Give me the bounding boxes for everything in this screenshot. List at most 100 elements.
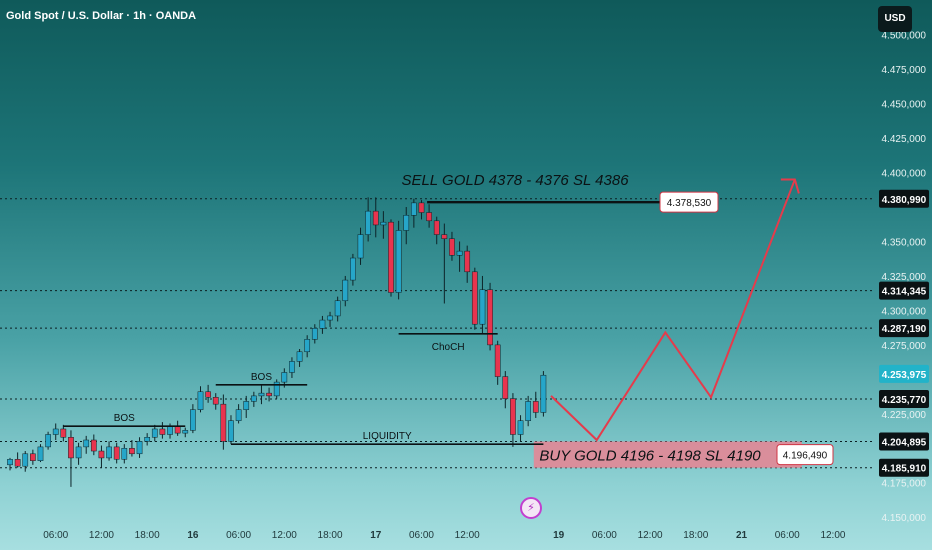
x-tick-label: 16 — [187, 530, 199, 541]
candle-body — [30, 453, 36, 461]
price-badge — [879, 189, 929, 208]
price-badge — [879, 319, 929, 338]
candle-body — [471, 271, 478, 325]
candle-body — [296, 351, 303, 362]
candle-body — [380, 221, 387, 226]
candle-body — [289, 361, 295, 373]
candle-body — [106, 446, 112, 459]
candle-body — [334, 300, 341, 317]
candle-body — [281, 372, 288, 383]
candle-body — [14, 459, 21, 467]
candle-body — [517, 420, 524, 435]
sell-price-label: 4.378,530 — [667, 198, 712, 209]
candle-body — [342, 279, 349, 302]
candle-body — [395, 230, 402, 293]
buy-price-box — [776, 444, 834, 466]
price-badge — [879, 432, 929, 451]
candle-body — [159, 428, 166, 435]
buy-price-label: 4.196,490 — [783, 451, 828, 462]
structure-label: ChoCH — [432, 342, 465, 353]
x-tick-label: 06:00 — [592, 530, 617, 541]
candle-body — [525, 401, 532, 421]
candle-body — [197, 391, 204, 410]
price-badge-label: 4.235,770 — [882, 395, 927, 406]
candle-body — [510, 398, 516, 435]
price-badge-label: 4.253,975 — [882, 370, 927, 381]
candle-body — [37, 446, 44, 461]
y-tick-label: 4.350,000 — [882, 237, 927, 248]
candle-body — [304, 339, 311, 353]
candle-body — [190, 409, 196, 431]
sell-signal-text: SELL GOLD 4378 - 4376 SL 4386 — [401, 172, 629, 189]
y-tick-label: 4.225,000 — [882, 410, 927, 421]
price-badge-label: 4.314,345 — [882, 287, 927, 298]
candle-body — [357, 234, 364, 259]
currency-button[interactable]: USD — [878, 6, 912, 32]
y-tick-label: 4.300,000 — [882, 306, 927, 317]
candle-body — [235, 409, 242, 421]
candle-body — [502, 376, 509, 399]
x-tick-label: 12:00 — [638, 530, 663, 541]
candle-body — [250, 395, 257, 402]
candle-body — [182, 430, 189, 434]
sell-price-box — [659, 191, 719, 213]
candle-body — [266, 392, 272, 397]
candle-body — [540, 374, 547, 413]
x-tick-label: 18:00 — [135, 530, 160, 541]
candle-body — [449, 238, 455, 256]
x-tick-label: 12:00 — [820, 530, 845, 541]
candle-body — [494, 344, 501, 377]
candle-body — [22, 453, 29, 467]
candle-body — [174, 425, 181, 434]
projection-arrow-head — [780, 178, 800, 194]
structure-label: BOS — [114, 413, 135, 424]
candle-body — [426, 212, 432, 222]
y-tick-label: 4.450,000 — [882, 100, 927, 111]
candle-body — [479, 289, 486, 325]
candle-body — [228, 420, 234, 442]
price-badge-label: 4.287,190 — [882, 324, 927, 335]
y-tick-label: 4.175,000 — [882, 479, 927, 490]
candle-body — [45, 434, 51, 448]
candle-body — [487, 289, 493, 346]
candle-body — [98, 450, 105, 459]
candle-body — [464, 250, 471, 273]
candle-body — [311, 328, 318, 340]
candle-body — [212, 397, 219, 405]
candle-body — [273, 381, 280, 397]
candle-body — [243, 401, 250, 410]
projection-path — [550, 179, 796, 442]
y-tick-label: 4.150,000 — [882, 513, 927, 524]
candle-body — [350, 257, 356, 281]
x-tick-label: 21 — [736, 530, 748, 541]
candle-body — [144, 437, 151, 442]
candle-body — [372, 210, 379, 226]
x-tick-label: 18:00 — [318, 530, 343, 541]
y-tick-label: 4.400,000 — [882, 169, 927, 180]
x-tick-label: 06:00 — [775, 530, 800, 541]
x-tick-label: 12:00 — [89, 530, 114, 541]
candle-body — [327, 315, 333, 321]
lightning-icon[interactable]: ⚡ — [520, 497, 542, 519]
candle-body — [83, 439, 90, 448]
candle-body — [433, 220, 440, 235]
candle-body — [456, 250, 463, 256]
candle-body — [113, 446, 120, 460]
x-tick-label: 06:00 — [226, 530, 251, 541]
candle-body — [75, 446, 82, 459]
x-tick-label: 06:00 — [409, 530, 434, 541]
price-badge — [879, 389, 929, 408]
x-tick-label: 12:00 — [455, 530, 480, 541]
x-tick-label: 17 — [370, 530, 382, 541]
price-badge-label: 4.204,895 — [882, 438, 927, 449]
candle-body — [68, 437, 74, 459]
candle-body — [52, 428, 59, 435]
x-tick-label: 18:00 — [683, 530, 708, 541]
price-badge — [879, 458, 929, 477]
y-tick-label: 4.475,000 — [882, 65, 927, 76]
price-badge — [879, 281, 929, 300]
candle-body — [532, 401, 539, 413]
x-tick-label: 06:00 — [43, 530, 68, 541]
